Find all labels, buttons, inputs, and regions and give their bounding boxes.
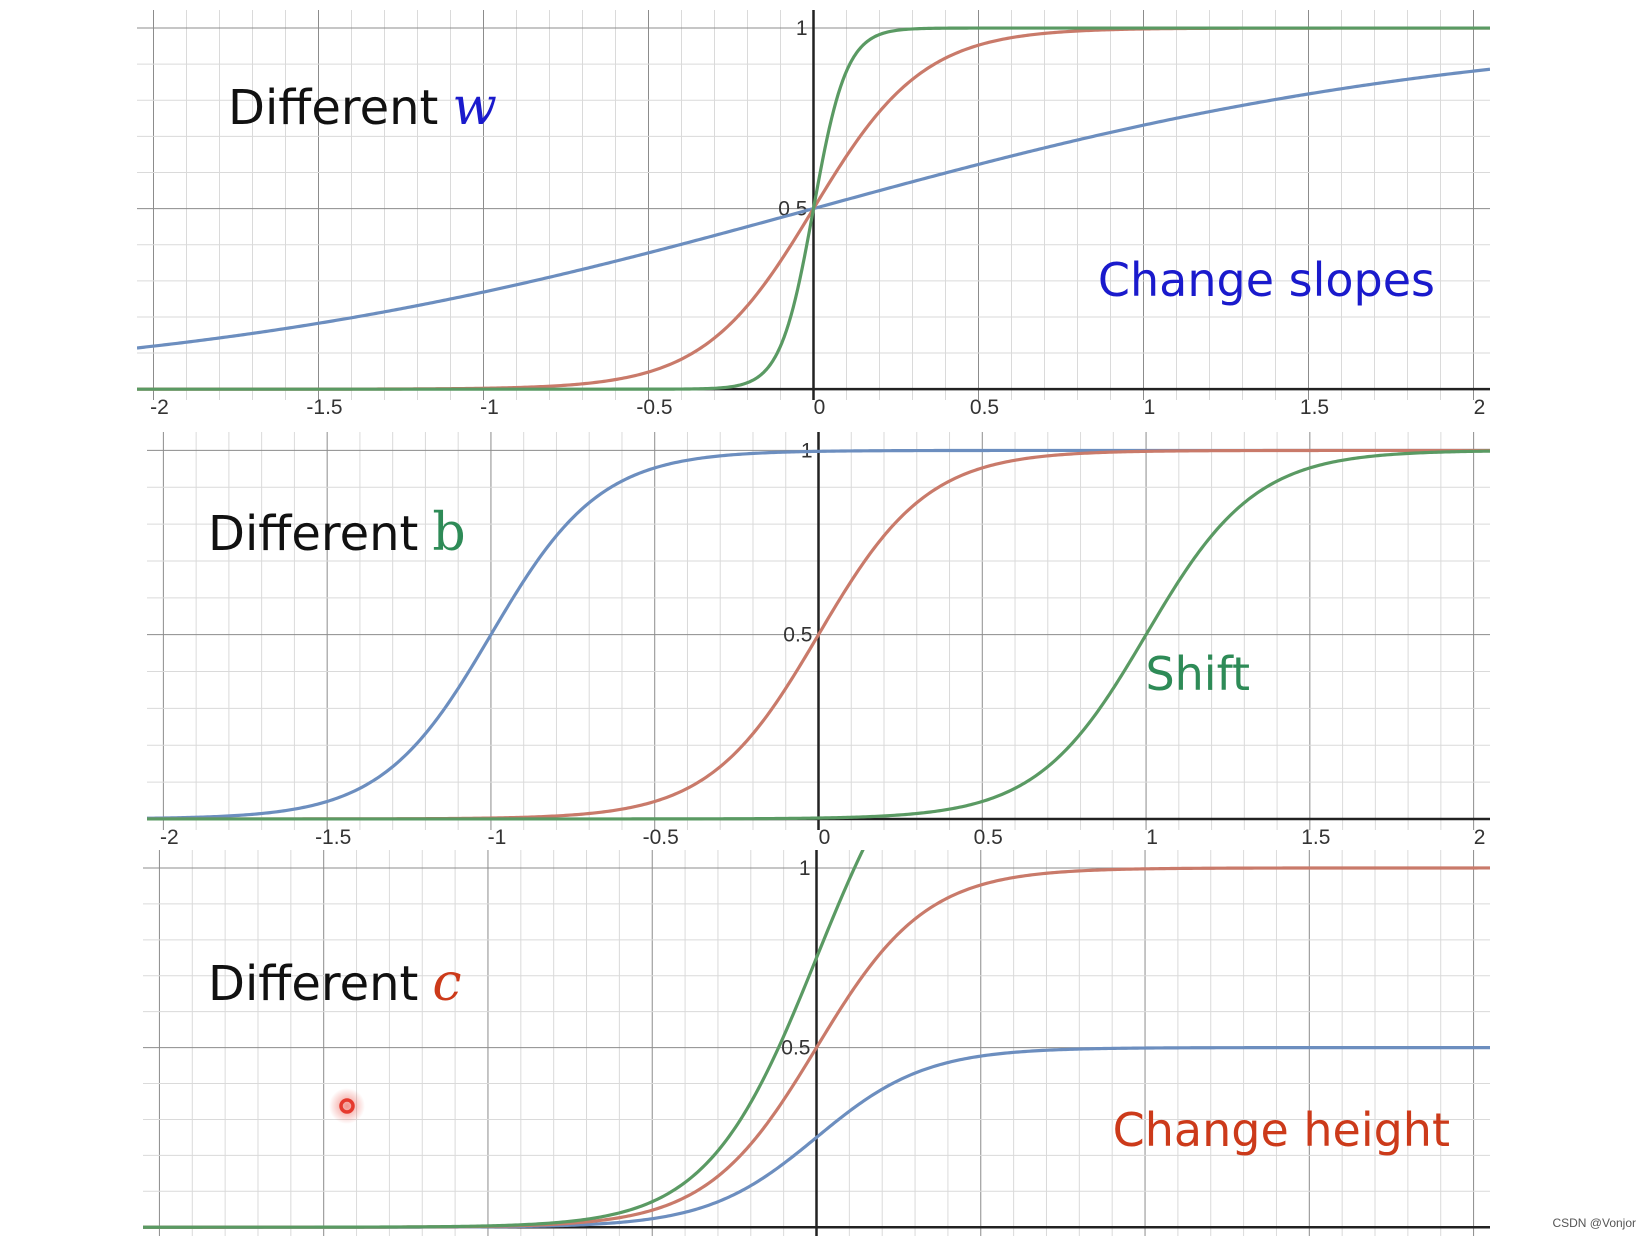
panel-title: Different b: [208, 503, 466, 563]
x-tick-label: -0.5: [643, 826, 679, 849]
panel-note: Shift: [1145, 647, 1250, 701]
series-line-3: [143, 850, 865, 1229]
x-tick-label: 1: [1145, 1234, 1157, 1236]
x-tick-labels: -2 -1.5 -1 -0.5 0 0.5 1 1.5 2: [160, 826, 1485, 849]
series-group: [143, 850, 1490, 1229]
y-tick-labels: 0.51: [783, 439, 812, 646]
panel-title: Different w: [228, 77, 497, 137]
panel-title-variable: b: [432, 503, 465, 563]
x-tick-label: 0: [819, 826, 831, 849]
x-tick-label: -0.5: [636, 396, 672, 419]
y-tick-label: 1: [796, 17, 808, 40]
x-tick-label: 0.5: [972, 1234, 1001, 1236]
series-line-3: [137, 26, 1490, 391]
panel-title-variable: c: [432, 953, 461, 1013]
y-tick-label: 1: [799, 857, 811, 880]
x-tick-label: 0: [814, 396, 826, 419]
x-tick-label: -1: [488, 826, 507, 849]
panel-title: Different c: [208, 953, 461, 1013]
x-tick-label: 2: [1474, 826, 1486, 849]
x-tick-label: -2: [160, 826, 179, 849]
x-tick-labels: -2 -1.5 -1 -0.5 0 0.5 1 1.5 2: [150, 396, 1485, 419]
panel-title-text: Different: [208, 956, 418, 1012]
x-tick-label: 1: [1146, 826, 1158, 849]
x-tick-label: 0: [817, 1234, 829, 1236]
x-tick-label: 0.5: [974, 826, 1003, 849]
x-tick-label: 1.5: [1300, 396, 1329, 419]
series-group: [137, 26, 1490, 391]
x-tick-label: -1: [480, 396, 499, 419]
panel-title-text: Different: [228, 80, 438, 136]
chart-panel-3: -2-1.5-1-0.500.511.520.51DifferentcChang…: [143, 850, 1490, 1236]
series-group: [147, 448, 1490, 821]
x-tick-label: -1.5: [315, 826, 351, 849]
x-tick-label: 1: [1144, 396, 1156, 419]
y-tick-label: 0.5: [783, 624, 812, 647]
x-tick-label: -2: [156, 1234, 175, 1236]
panel-note: Change slopes: [1098, 253, 1435, 307]
x-tick-label: 1.5: [1301, 826, 1330, 849]
y-tick-labels: 0.51: [778, 17, 807, 221]
x-tick-labels: -2 -1.5 -1 -0.5 0 0.5 1 1.5 2: [156, 1234, 1485, 1236]
x-tick-label: 0.5: [970, 396, 999, 419]
cursor-indicator-icon: [329, 1088, 365, 1124]
panel-title-variable: w: [452, 77, 497, 137]
y-tick-labels: 0.51: [781, 857, 810, 1060]
panel-note: Change height: [1113, 1103, 1450, 1157]
panel-title-text: Different: [208, 506, 418, 562]
x-tick-label: 1.5: [1301, 1234, 1330, 1236]
x-tick-label: -2: [150, 396, 169, 419]
x-tick-label: 2: [1474, 1234, 1486, 1236]
watermark: CSDN @Vonjor: [1552, 1216, 1636, 1230]
x-tick-label: -1: [485, 1234, 504, 1236]
y-tick-label: 0.5: [781, 1037, 810, 1060]
x-tick-label: -1.5: [306, 396, 342, 419]
x-tick-label: -1.5: [312, 1234, 348, 1236]
series-line-3: [147, 449, 1490, 821]
x-tick-label: 2: [1474, 396, 1486, 419]
x-tick-label: -0.5: [640, 1234, 676, 1236]
